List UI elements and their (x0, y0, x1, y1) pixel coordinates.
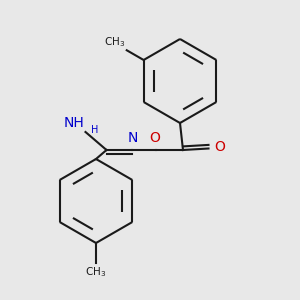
Text: N: N (128, 131, 138, 146)
Text: NH: NH (63, 116, 84, 130)
Text: H: H (91, 125, 98, 135)
Text: CH$_3$: CH$_3$ (85, 266, 106, 279)
Text: O: O (214, 140, 225, 154)
Text: CH$_3$: CH$_3$ (104, 35, 125, 49)
Text: O: O (149, 131, 160, 146)
